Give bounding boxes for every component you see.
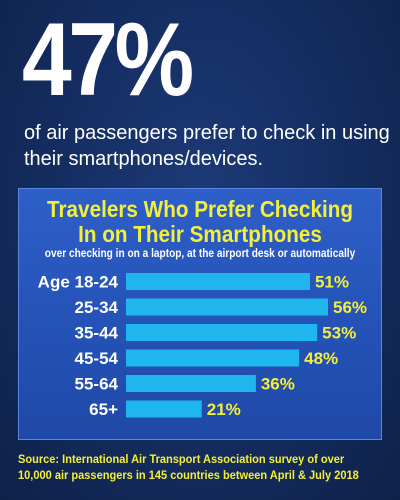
bar xyxy=(126,349,300,367)
bar xyxy=(126,375,256,392)
category-label: 65+ xyxy=(89,400,118,419)
value-label: 56% xyxy=(333,298,367,317)
source-note: Source: International Air Transport Asso… xyxy=(18,454,359,482)
headline-stat: 47% xyxy=(22,2,194,118)
headline-text: of air passengers prefer to check in usi… xyxy=(24,122,390,170)
category-label: 55-64 xyxy=(75,375,119,394)
value-label: 51% xyxy=(315,273,349,292)
chart-title: Travelers Who Prefer Checking In on Thei… xyxy=(46,196,354,247)
bar xyxy=(126,400,202,418)
category-label: Age 18-24 xyxy=(38,273,119,292)
value-label: 36% xyxy=(261,375,295,394)
chart-subtitle: over checking in on a laptop, at the air… xyxy=(44,248,356,260)
value-label: 21% xyxy=(207,400,241,419)
value-label: 53% xyxy=(322,324,356,343)
category-label: 25-34 xyxy=(75,298,119,317)
bar-chart: Age 18-24 51% 25-34 56% 35-44 53% 45-54 48% 55-6… xyxy=(38,273,367,420)
bar xyxy=(126,273,310,290)
chart-panel: Travelers Who Prefer Checking In on Thei… xyxy=(18,188,382,440)
bar xyxy=(126,324,318,341)
category-label: 45-54 xyxy=(75,349,119,368)
value-label: 48% xyxy=(304,349,338,368)
category-label: 35-44 xyxy=(75,324,119,343)
bar xyxy=(126,298,328,316)
